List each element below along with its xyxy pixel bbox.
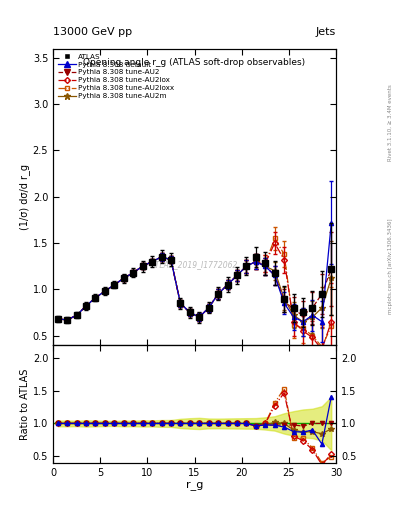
Text: mcplots.cern.ch [arXiv:1306.3436]: mcplots.cern.ch [arXiv:1306.3436] <box>388 219 393 314</box>
Text: Jets: Jets <box>316 27 336 37</box>
Text: ATLAS_2019_I1772062: ATLAS_2019_I1772062 <box>151 261 238 269</box>
Text: 13000 GeV pp: 13000 GeV pp <box>53 27 132 37</box>
Y-axis label: Ratio to ATLAS: Ratio to ATLAS <box>20 369 30 440</box>
Text: Rivet 3.1.10, ≥ 3.4M events: Rivet 3.1.10, ≥ 3.4M events <box>388 84 393 161</box>
Text: Opening angle r_g (ATLAS soft-drop observables): Opening angle r_g (ATLAS soft-drop obser… <box>83 57 306 67</box>
Legend: ATLAS, Pythia 8.308 default, Pythia 8.308 tune-AU2, Pythia 8.308 tune-AU2lox, Py: ATLAS, Pythia 8.308 default, Pythia 8.30… <box>57 52 176 100</box>
Y-axis label: (1/σ) dσ/d r_g: (1/σ) dσ/d r_g <box>19 164 30 230</box>
X-axis label: r_g: r_g <box>186 481 203 491</box>
